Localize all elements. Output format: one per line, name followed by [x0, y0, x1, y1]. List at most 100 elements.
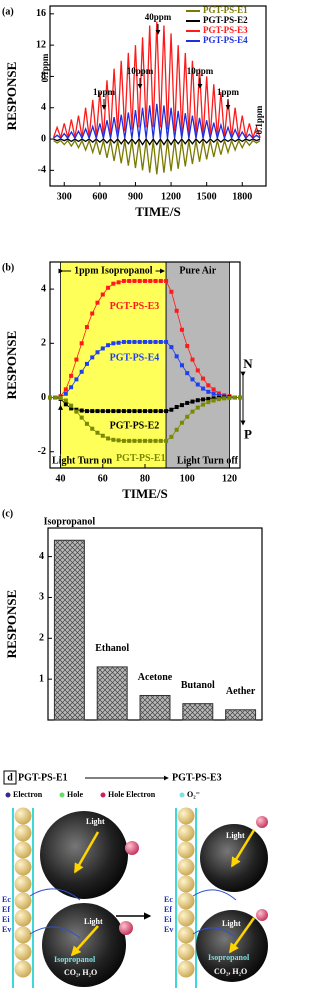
series-marker	[195, 398, 200, 403]
annotation: 1ppm	[93, 87, 116, 97]
bar	[139, 694, 171, 721]
panel-label: d	[7, 772, 13, 783]
series-marker	[132, 278, 137, 283]
series-marker	[111, 341, 116, 346]
shaded-region	[165, 261, 230, 469]
legend-dot	[100, 792, 106, 798]
series-marker	[158, 438, 163, 443]
series-marker	[222, 396, 227, 401]
series-marker	[90, 426, 95, 431]
legend-dot	[179, 792, 185, 798]
series-marker	[164, 339, 169, 344]
figure: d PGT-PS-E1 PGT-PS-E3 Electron Hole Hole…	[2, 5, 268, 988]
x-axis-title: TIME/S	[122, 486, 168, 501]
annotation: 0.1ppm	[40, 53, 50, 82]
series-marker	[58, 396, 63, 401]
annotation: 0.1ppm	[254, 105, 264, 134]
y-tick-label: 3	[39, 592, 44, 603]
series-label: PGT-PS-E1	[116, 453, 166, 464]
bar	[53, 539, 85, 721]
series-marker	[48, 395, 52, 400]
series-marker	[53, 395, 58, 400]
to-label: PGT-PS-E3	[172, 772, 222, 783]
series-marker	[137, 438, 142, 443]
panel-label: (c)	[2, 508, 13, 519]
x-tick-label: 120	[222, 473, 237, 484]
x-tick-label: 300	[57, 191, 72, 202]
series-marker	[206, 396, 211, 401]
shaded-region	[60, 261, 167, 469]
right-scene: Light Light Ec Ef Ei Ev Isopropanol CO₂,…	[164, 807, 268, 988]
annotation-bg	[71, 265, 156, 277]
series-marker	[201, 376, 206, 381]
legend-label: PGT-PS-E2	[203, 15, 248, 25]
y-tick-label: 4	[41, 283, 46, 294]
y-tick-label: 2	[39, 633, 44, 644]
legend-label: PGT-PS-E3	[203, 25, 248, 35]
x-tick-label: 1800	[232, 191, 252, 202]
series-marker	[111, 281, 116, 286]
series-marker	[206, 400, 211, 405]
series-marker	[179, 327, 184, 332]
series-marker	[116, 340, 121, 345]
bar-category-label: Acetone	[138, 672, 173, 683]
from-label: PGT-PS-E1	[18, 772, 68, 783]
annotation: 10ppm	[127, 66, 154, 76]
series-marker	[95, 300, 100, 305]
annotation: Light Turn off	[177, 455, 239, 466]
annotation: 1ppm Isopropanol	[74, 265, 153, 276]
series-marker	[174, 308, 179, 313]
series-marker	[100, 433, 105, 438]
series-marker	[121, 438, 126, 443]
series-marker	[195, 368, 200, 373]
particle-column	[177, 807, 195, 978]
series-marker	[227, 396, 232, 401]
series-marker	[132, 339, 137, 344]
series-marker	[211, 398, 216, 403]
panel-box	[3, 770, 17, 785]
bar-category-label: Aether	[226, 686, 256, 697]
y-tick-label: 1	[39, 673, 44, 684]
y-tick-label: -2	[38, 446, 46, 457]
chart-panel: (c) 1 2 3 4 RESPONSE Isopropanol Ethanol Acetone…	[2, 508, 263, 721]
band-label: Ef	[2, 905, 10, 914]
light-label: Light	[226, 831, 245, 840]
x-tick-label: 1500	[197, 191, 217, 202]
series-marker	[190, 409, 195, 414]
series-marker	[84, 421, 89, 426]
panel-label: (b)	[2, 262, 14, 273]
series-marker	[116, 280, 121, 285]
series-marker	[79, 341, 84, 346]
series-marker	[84, 325, 89, 330]
band-label: Ec	[2, 895, 11, 904]
annotation: N	[243, 356, 253, 371]
legend-label: PGT-PS-E1	[203, 5, 248, 15]
series-label: PGT-PS-E3	[110, 301, 160, 312]
small-sphere	[119, 921, 133, 935]
series-marker	[137, 409, 142, 414]
legend-text: Hole	[67, 790, 83, 799]
series-marker	[74, 409, 79, 414]
band-curve	[192, 889, 237, 939]
series-marker	[153, 339, 158, 344]
series-marker	[90, 311, 95, 316]
series-marker	[100, 292, 105, 297]
light-arrow	[228, 917, 256, 954]
chart-panel: (b) -2 0 2 4 40 60 80 100 120 TIME/S RESPONSE PGT-PS…	[2, 261, 253, 501]
series-marker	[90, 409, 95, 414]
series-marker	[158, 278, 163, 283]
x-tick-label: 60	[98, 473, 108, 484]
series-marker	[195, 382, 200, 387]
small-sphere	[256, 816, 268, 828]
legend-dot	[59, 792, 65, 798]
y-tick-label: 0	[41, 392, 46, 403]
series-marker	[127, 339, 132, 344]
series-marker	[190, 399, 195, 404]
band-curve	[29, 888, 81, 939]
series-marker	[100, 409, 105, 414]
y-tick-label: 0	[41, 133, 46, 144]
series-marker	[190, 357, 195, 362]
series-marker	[201, 402, 206, 407]
series-marker	[169, 434, 174, 439]
x-tick-label: 100	[180, 473, 195, 484]
